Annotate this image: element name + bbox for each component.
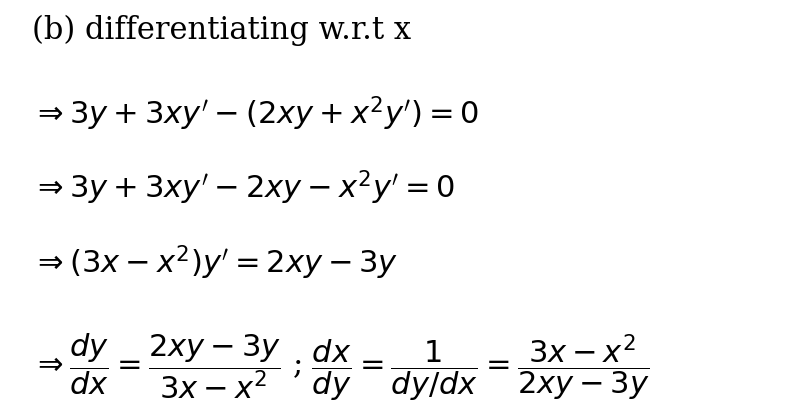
Text: $\Rightarrow 3y+3xy'-2xy-x^2y'=0$: $\Rightarrow 3y+3xy'-2xy-x^2y'=0$ <box>32 169 455 207</box>
Text: $\Rightarrow (3x-x^2)y'= 2xy-3y$: $\Rightarrow (3x-x^2)y'= 2xy-3y$ <box>32 244 398 282</box>
Text: (b) differentiating w.r.t x: (b) differentiating w.r.t x <box>32 15 411 46</box>
Text: $\Rightarrow 3y+3xy' -(2xy+x^2y')=0$: $\Rightarrow 3y+3xy' -(2xy+x^2y')=0$ <box>32 94 479 133</box>
Text: $\Rightarrow \dfrac{dy}{dx} = \dfrac{2xy-3y}{3x-x^2}$ ; $\dfrac{dx}{dy} = \dfrac: $\Rightarrow \dfrac{dy}{dx} = \dfrac{2xy… <box>32 331 650 403</box>
